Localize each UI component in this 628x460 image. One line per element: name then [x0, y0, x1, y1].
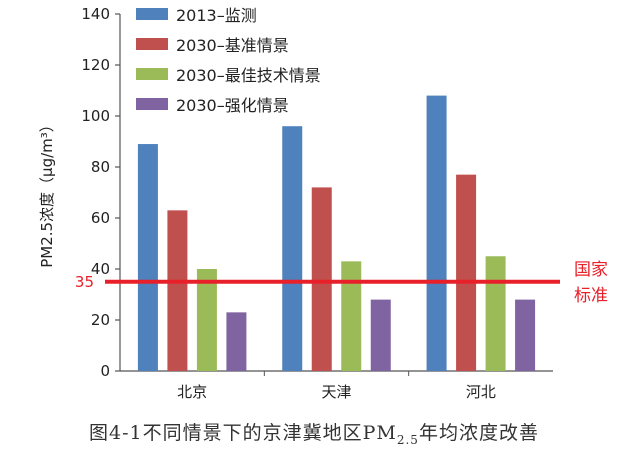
bar	[485, 256, 506, 371]
bar	[456, 174, 477, 371]
bar	[370, 299, 391, 371]
caption-subscript: 2.5	[396, 432, 419, 447]
bar	[311, 187, 332, 371]
caption-prefix: 图4-1不同情景下的京津冀地区PM	[89, 422, 397, 444]
y-tick-label: 120	[81, 56, 110, 74]
legend-swatch	[136, 8, 168, 20]
bar	[226, 312, 247, 371]
legend-swatch	[136, 68, 168, 80]
figure-caption: 图4-1不同情景下的京津冀地区PM2.5年均浓度改善	[0, 418, 628, 447]
caption-suffix: 年均浓度改善	[418, 422, 539, 444]
legend-label: 2013–监测	[176, 6, 257, 25]
bar	[196, 269, 217, 371]
y-tick-label: 0	[100, 362, 110, 380]
bar	[167, 210, 188, 371]
bar	[515, 299, 536, 371]
legend-label: 2030–强化情景	[176, 96, 289, 115]
y-tick-label: 100	[81, 107, 110, 125]
y-tick-label: 80	[91, 158, 110, 176]
reference-label-line1: 国家	[574, 260, 608, 280]
legend-swatch	[136, 38, 168, 50]
y-tick-label: 60	[91, 209, 110, 227]
reference-label-line2: 标准	[574, 286, 608, 306]
chart: 0 20 40 60 80 100 120 140 北京 天津 河北 35 国家标准 PM2.5浓度（μg…	[38, 5, 608, 401]
y-tick-label: 140	[81, 5, 110, 23]
x-category-label: 河北	[466, 383, 496, 401]
legend-label: 2030–基准情景	[176, 36, 289, 55]
reference-value-label: 35	[75, 273, 94, 291]
y-axis-label: PM2.5浓度（μg/m³）	[38, 117, 56, 268]
bar	[426, 95, 447, 371]
legend-label: 2030–最佳技术情景	[176, 66, 321, 85]
x-category-label: 天津	[321, 383, 351, 401]
bar	[341, 261, 362, 371]
y-tick-label: 20	[91, 311, 110, 329]
y-tick-label: 40	[91, 260, 110, 278]
x-category-label: 北京	[177, 383, 207, 401]
legend-swatch	[136, 98, 168, 110]
bar	[282, 126, 303, 371]
bar	[137, 144, 158, 371]
